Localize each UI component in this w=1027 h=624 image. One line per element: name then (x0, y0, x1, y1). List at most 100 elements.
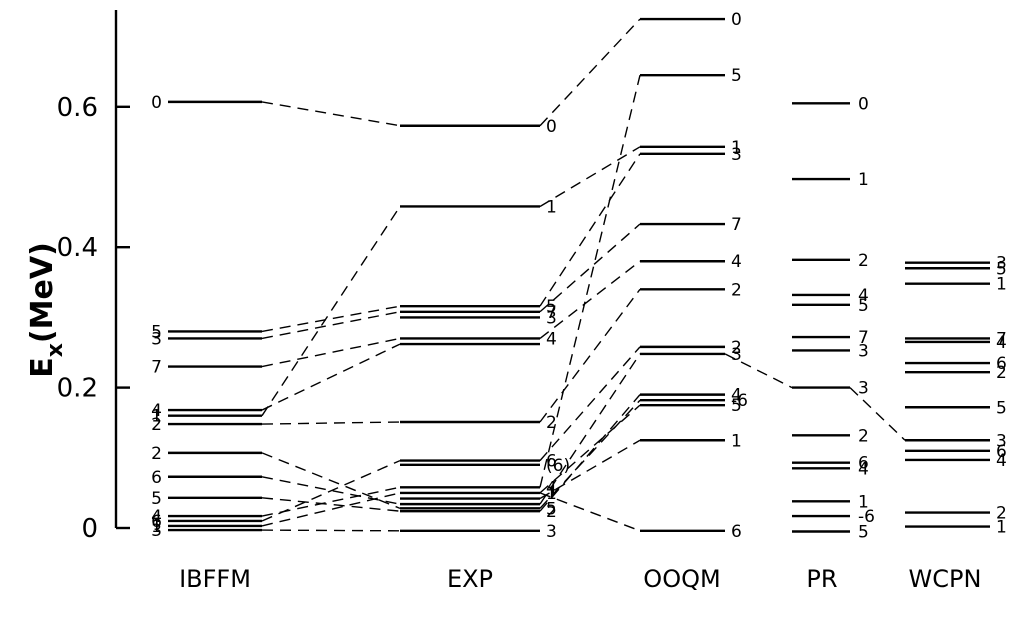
level-columns: 0537412265461301573426(6)415230513742234… (151, 10, 1007, 542)
level-label: 1 (151, 517, 162, 537)
level-label: 4 (151, 401, 162, 421)
level-label: 3 (858, 341, 869, 361)
level-label: 2 (151, 444, 162, 464)
level-label: 6 (731, 522, 742, 542)
level-label: 4 (858, 286, 869, 306)
level-label: 1 (858, 492, 869, 512)
level-label: 5 (858, 523, 869, 543)
level-connection (261, 476, 401, 505)
level-label: 7 (731, 215, 742, 235)
level-label: 7 (858, 328, 869, 348)
level-label: 3 (151, 329, 162, 349)
level-label: 3 (858, 379, 869, 399)
axis-title-subscript: x (43, 343, 68, 357)
level-connection (261, 343, 401, 411)
level-label: 3 (731, 145, 742, 165)
level-label: 5 (546, 297, 557, 317)
level-connection (261, 492, 401, 527)
level-connection (261, 337, 401, 368)
connections (261, 18, 906, 532)
level-label: 3 (731, 345, 742, 365)
level-label: 6 (546, 452, 557, 472)
level-connection (539, 394, 641, 512)
level-connection (539, 404, 641, 494)
column-label-exp: EXP (447, 565, 493, 593)
level-label: -6 (858, 507, 875, 527)
level-label: 5 (731, 66, 742, 86)
level-label: 2 (858, 426, 869, 446)
level-label: 3 (996, 254, 1007, 274)
level-label: 1 (731, 138, 742, 158)
level-label: 2 (546, 413, 557, 433)
level-label: 2 (858, 251, 869, 271)
level-label: 1 (731, 431, 742, 451)
level-label: 2 (151, 415, 162, 435)
level-label: 6 (858, 454, 869, 474)
column-label-wcpn: WCPN (909, 565, 982, 593)
level-label: -6 (731, 391, 748, 411)
level-label: 5 (858, 296, 869, 316)
level-label: 4 (546, 329, 557, 349)
level-connection (539, 353, 641, 505)
level-label: 6 (151, 512, 162, 532)
level-label: 6 (996, 442, 1007, 462)
axis-title-unit: (MeV) (25, 242, 60, 343)
level-label: 5 (151, 322, 162, 342)
level-label: 5 (151, 489, 162, 509)
level-connection (724, 353, 793, 389)
level-label: 3 (996, 431, 1007, 451)
level-connection (539, 346, 641, 462)
level-label: 4 (996, 451, 1007, 471)
level-connection (261, 206, 401, 417)
level-label: 3 (546, 522, 557, 542)
level-connection (849, 387, 906, 441)
level-connection (539, 223, 641, 313)
column-labels: IBFFM EXP OOQM PR WCPN (179, 565, 981, 593)
column-label-ooqm: OOQM (643, 565, 720, 593)
level-connection (261, 305, 401, 333)
level-label: 0 (858, 94, 869, 114)
level-label: 5 (546, 499, 557, 519)
level-label: 1 (151, 407, 162, 427)
axis-tick-label: 0.6 (57, 93, 98, 123)
axis-tick-label: 0.4 (57, 233, 98, 263)
level-label: 2 (996, 363, 1007, 383)
level-label: 4 (996, 333, 1007, 353)
level-label: 5 (731, 396, 742, 416)
level-label: 1 (546, 197, 557, 217)
level-label: 1 (996, 518, 1007, 538)
level-label: 2 (731, 280, 742, 300)
level-label: 1 (996, 275, 1007, 295)
level-connection (261, 421, 401, 425)
level-connection (261, 497, 401, 512)
level-connection (261, 101, 401, 127)
level-label: 6 (996, 354, 1007, 374)
level-label: 5 (996, 259, 1007, 279)
level-connection (261, 459, 401, 522)
level-connection (539, 439, 641, 500)
level-label: 1 (546, 484, 557, 504)
level-label: 7 (546, 303, 557, 323)
level-label: 4 (731, 252, 742, 272)
level-label: 3 (151, 521, 162, 541)
level-connection (539, 153, 641, 307)
level-connection (261, 529, 401, 532)
column-label-pr: PR (806, 565, 837, 593)
level-label: 2 (731, 338, 742, 358)
level-label: 7 (151, 358, 162, 378)
level-connection (539, 399, 641, 509)
axis-tick-label: 0.2 (57, 374, 98, 404)
level-label: 0 (731, 10, 742, 30)
level-label: 0 (151, 93, 162, 113)
level-label: 4 (151, 507, 162, 527)
column-label-ibffm: IBFFM (179, 565, 251, 593)
level-connection (539, 146, 641, 208)
level-label: 1 (858, 170, 869, 190)
level-label: 3 (546, 308, 557, 328)
level-connection (539, 18, 641, 127)
